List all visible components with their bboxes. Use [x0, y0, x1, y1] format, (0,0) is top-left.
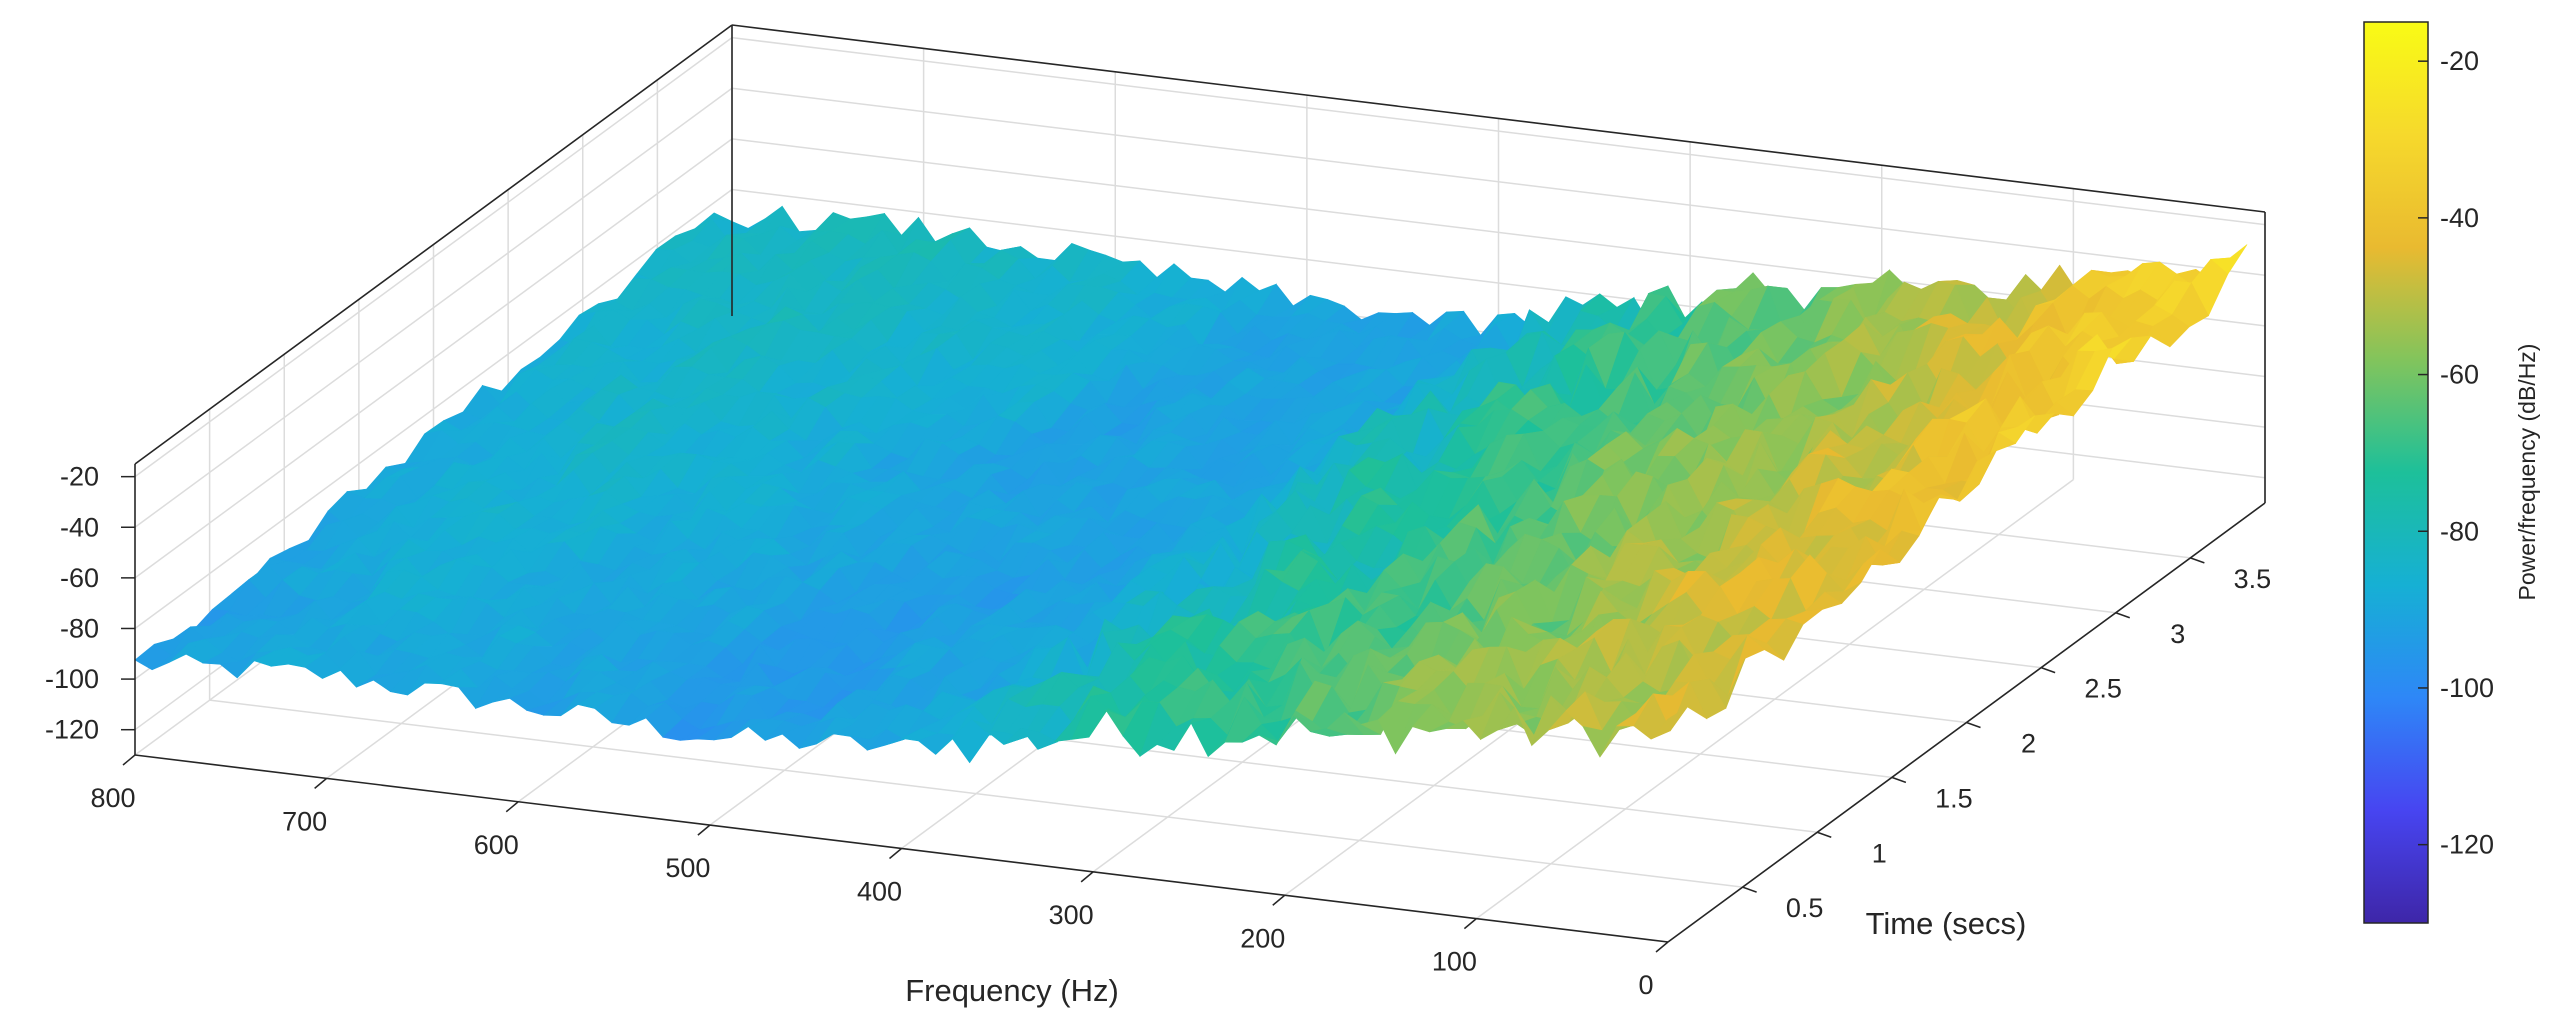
frequency-tick-label: 200	[1240, 923, 1285, 953]
power-tick-label: -100	[45, 664, 99, 694]
x-axis-title: Frequency (Hz)	[905, 973, 1119, 1008]
time-tick-mark	[2040, 666, 2056, 674]
frequency-tick-mark	[1655, 941, 1669, 953]
surface-patch	[1582, 725, 1620, 758]
power-tick-label: -60	[60, 563, 99, 593]
grid-line-power	[731, 36, 2266, 226]
power-tick-label: -20	[60, 462, 99, 492]
colorbar-tick-label: -80	[2440, 516, 2479, 546]
back-top-edge	[731, 24, 2266, 213]
frequency-tick-label: 500	[665, 853, 710, 883]
colorbar-tick-label: -40	[2440, 203, 2479, 233]
time-tick-mark	[1816, 831, 1832, 838]
time-tick-label: 3.5	[2234, 564, 2272, 594]
frequency-tick-mark	[122, 754, 136, 766]
power-tick-label: -40	[60, 512, 99, 542]
frequency-tick-mark	[889, 847, 902, 860]
time-tick-mark	[1891, 776, 1907, 784]
time-tick-label: 0.5	[1786, 893, 1824, 923]
power-tick-label: -80	[60, 613, 99, 643]
time-tick-mark	[2115, 612, 2131, 619]
time-tick-mark	[2190, 557, 2205, 564]
time-tick-label: 1	[1872, 838, 1887, 868]
frequency-tick-mark	[314, 777, 328, 789]
time-tick-label: 2.5	[2084, 674, 2122, 704]
grid-line-power	[731, 138, 2266, 327]
time-tick-mark	[1742, 886, 1757, 893]
power-tick-label: -120	[45, 715, 99, 745]
frequency-tick-label: 600	[474, 830, 519, 860]
frequency-tick-mark	[1080, 871, 1094, 883]
time-tick-label: 3	[2170, 619, 2185, 649]
colorbar-tick-label: -20	[2440, 46, 2479, 76]
grid-line-power	[134, 87, 733, 528]
colorbar: -20 -40 -60 -80 -100 -120 Power/frequency (dB…	[2363, 21, 2540, 924]
y-axis-title: Time (secs)	[1866, 906, 2027, 941]
axis-ticks: 800 700 600 500 400 300 200 100 0 0.5 1 1.5 2 2.5 3 3.5…	[45, 462, 2271, 1000]
frequency-tick-label: 400	[857, 877, 902, 907]
left-top-edge	[134, 24, 733, 465]
frequency-tick-label: 800	[90, 783, 135, 813]
colorbar-tick-label: -100	[2440, 673, 2494, 703]
grid-line-power	[731, 87, 2266, 277]
frequency-tick-mark	[1463, 918, 1477, 930]
frequency-tick-mark	[505, 801, 519, 813]
colorbar-label: Power/frequency (dB/Hz)	[2514, 344, 2540, 601]
time-tick-label: 2	[2021, 729, 2036, 759]
axes-box	[134, 24, 2266, 943]
frequency-tick-label: 300	[1049, 900, 1094, 930]
colorbar-tick-label: -120	[2440, 830, 2494, 860]
frequency-tick-label: 100	[1432, 947, 1477, 977]
time-tick-mark	[1966, 721, 1981, 729]
colorbar-ticks: -20 -40 -60 -80 -100 -120	[2418, 46, 2494, 860]
grid-line-time	[209, 699, 1743, 888]
grid-line-power	[134, 188, 733, 630]
surface-patch	[1650, 706, 1688, 740]
frequency-tick-mark	[697, 824, 711, 836]
surface-mesh	[134, 205, 2248, 764]
colorbar-tick-label: -60	[2440, 360, 2479, 390]
colorbar-gradient	[2363, 21, 2429, 924]
grid-line-power	[134, 37, 733, 478]
frequency-tick-mark	[1272, 894, 1286, 906]
grid-line-power	[134, 138, 733, 579]
frequency-tick-label: 0	[1638, 970, 1653, 1000]
frequency-tick-label: 700	[282, 806, 327, 836]
time-tick-label: 1.5	[1935, 783, 1973, 813]
